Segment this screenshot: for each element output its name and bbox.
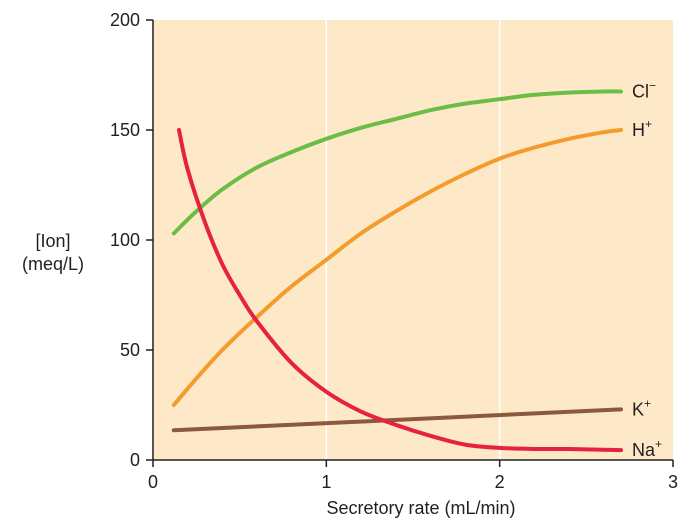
gridlines: [325, 20, 501, 460]
series-label-h: H+: [632, 117, 652, 140]
y-tick-label-200: 200: [110, 10, 140, 30]
series-labels: Cl− H+ K+ Na+: [632, 79, 662, 461]
x-tick-label-1: 1: [321, 472, 331, 492]
x-axis-title: Secretory rate (mL/min): [326, 498, 515, 518]
x-tick-label-0: 0: [148, 472, 158, 492]
series-label-na: Na+: [632, 437, 662, 460]
series-line-na: [177, 128, 623, 453]
series-label-cl: Cl−: [632, 79, 656, 102]
y-tick-label-150: 150: [110, 120, 140, 140]
y-tick-label-100: 100: [110, 230, 140, 250]
series-line-cl: [171, 89, 623, 236]
tick-labels: 0 50 100 150 200 0 1 2 3: [110, 10, 678, 492]
plot-area: [153, 20, 673, 460]
x-tick-label-2: 2: [495, 472, 505, 492]
series-lines: [171, 89, 623, 453]
y-tick-label-0: 0: [130, 450, 140, 470]
axes: [146, 19, 674, 467]
series-line-k: [171, 407, 623, 433]
series-label-k: K+: [632, 396, 651, 419]
y-axis-title-line-2: (meq/L): [22, 254, 84, 274]
series-line-h: [171, 128, 623, 407]
y-axis-title-line-1: [Ion]: [35, 231, 70, 251]
x-tick-label-3: 3: [668, 472, 678, 492]
y-tick-label-50: 50: [120, 340, 140, 360]
